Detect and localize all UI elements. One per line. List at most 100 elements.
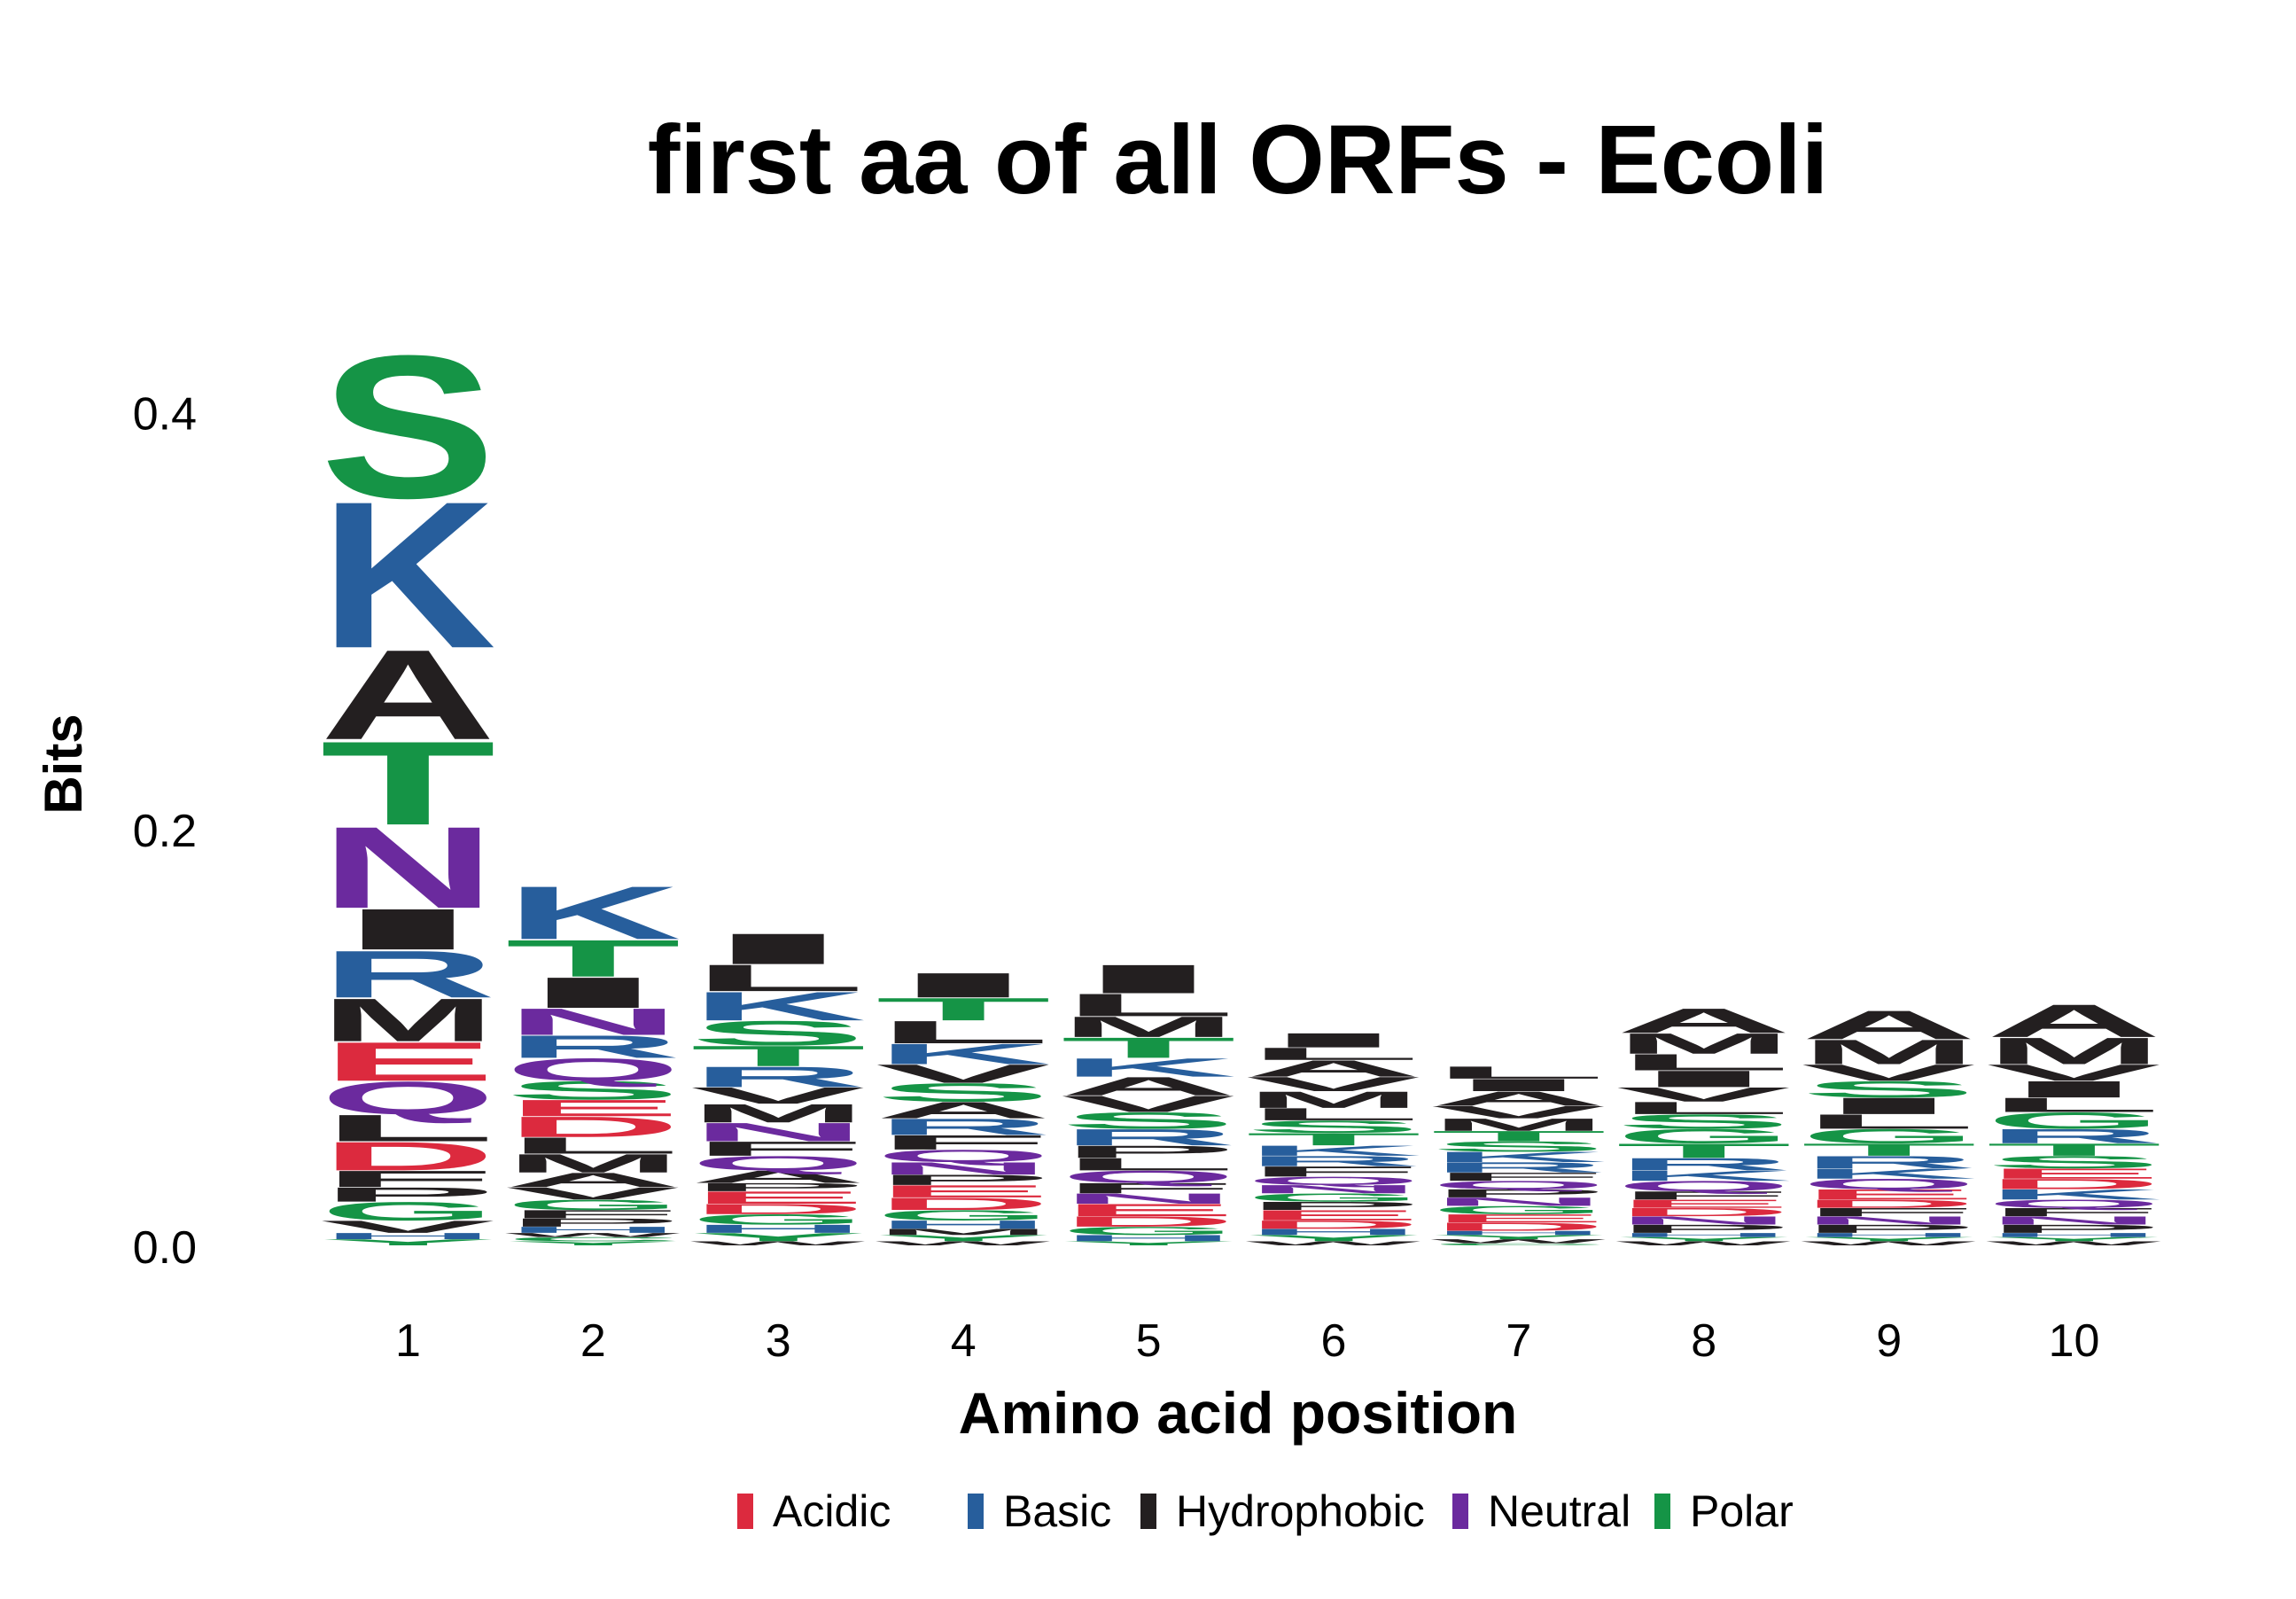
logo-letter: A [1986, 994, 2161, 1047]
logo-letter: M [1431, 1115, 1607, 1135]
logo-letter: T [320, 716, 495, 850]
logo-letter: W [1986, 1240, 2161, 1246]
logo-letter: S [1246, 1117, 1421, 1136]
x-tick-label: 8 [1691, 1315, 1716, 1367]
logo-letter: F [1986, 1205, 2161, 1219]
logo-letter: H [320, 1231, 495, 1241]
logo-letter: N [320, 802, 495, 932]
logo-letter: L [876, 1014, 1051, 1049]
legend-label: Hydrophobic [1176, 1486, 1425, 1536]
logo-letter: V [1431, 1103, 1607, 1122]
logo-letter: D [690, 1201, 866, 1217]
logo-letter: L [1801, 1111, 1976, 1134]
logo-letter: Q [320, 1072, 495, 1125]
logo-letter: N [505, 1001, 681, 1043]
logo-letter: M [1801, 1033, 1976, 1072]
logo-letter: W [690, 1240, 866, 1246]
logo-letter: H [690, 1222, 866, 1236]
logo-letter: S [505, 1076, 681, 1105]
logo-letter: G [1246, 1191, 1421, 1205]
logo-letter: S [1061, 1108, 1236, 1134]
logo-letter: T [1061, 1032, 1236, 1065]
logo-letter: E [1246, 1207, 1421, 1223]
logo-letter: H [1431, 1229, 1607, 1236]
logo-letter: F [690, 1137, 866, 1160]
logo-letter: Q [1616, 1178, 1792, 1194]
logo-letter: I [1246, 1029, 1421, 1052]
logo-letter: W [1246, 1240, 1421, 1246]
logo-letter: R [690, 1061, 866, 1094]
x-tick-label: 6 [1320, 1315, 1346, 1367]
logo-letter: A [1801, 1002, 1976, 1048]
logo-letter: Q [690, 1152, 866, 1175]
logo-letter: H [876, 1218, 1051, 1231]
logo-letter: Y [876, 1233, 1051, 1243]
y-ticks: 0.0 0.2 0.4 [133, 389, 197, 1274]
logo-letter: T [690, 1040, 866, 1072]
logo-letter: Y [690, 1230, 866, 1244]
logo-letter: D [1801, 1197, 1976, 1211]
logo-letter: K [1986, 1187, 2161, 1203]
logo-letter: F [1246, 1164, 1421, 1180]
logo-letter: V [876, 1059, 1051, 1088]
logo-letter: S [1801, 1076, 1976, 1102]
x-tick-label: 9 [1876, 1315, 1902, 1367]
logo-letter: E [1616, 1197, 1792, 1211]
logo-letter: L [1986, 1094, 2161, 1117]
logo-letter: L [1616, 1098, 1792, 1118]
logo-letter: I [1431, 1075, 1607, 1095]
x-tick-label: 3 [766, 1315, 791, 1367]
logo-letter: C [505, 1236, 681, 1242]
logo-letter: A [320, 623, 495, 767]
logo-letter: G [876, 1207, 1051, 1223]
logo-letter: F [1616, 1189, 1792, 1202]
logo-letter: E [1986, 1166, 2161, 1182]
logo-letter: V [1986, 1060, 2161, 1086]
logo-letter: R [1616, 1155, 1792, 1174]
logo-letter: V [690, 1082, 866, 1108]
x-tick-label: 5 [1136, 1315, 1162, 1367]
logo-letter: E [876, 1182, 1051, 1201]
logo-letter: L [1061, 1155, 1236, 1174]
logo-letter: D [1431, 1221, 1607, 1234]
logo-letter: P [1616, 1222, 1792, 1236]
legend-swatch [1140, 1494, 1156, 1529]
logo-letter: S [690, 1014, 866, 1053]
logo-letter: R [320, 937, 495, 1011]
logo-letter: G [1986, 1108, 2161, 1134]
legend-swatch [968, 1494, 984, 1529]
legend-label: Polar [1690, 1486, 1794, 1536]
logo-letter: R [876, 1114, 1051, 1140]
x-tick-label: 4 [951, 1315, 977, 1367]
logo-letter: K [320, 458, 495, 692]
logo-letter: P [1986, 1222, 2161, 1236]
logo-letter: S [320, 313, 495, 541]
logo-letter: Y [1801, 1236, 1976, 1242]
y-tick-label: 0.0 [133, 1222, 197, 1274]
logo-letter: A [505, 1168, 681, 1191]
logo-letter: S [1431, 1138, 1607, 1154]
logo-letter: P [876, 1172, 1051, 1188]
logo-letter: L [690, 957, 866, 1000]
logo-letter: T [1801, 1140, 1976, 1159]
logo-letter: F [1431, 1170, 1607, 1183]
logo-letter: R [1801, 1152, 1976, 1172]
chart-title: first aa of all ORFs - Ecoli [648, 105, 1829, 214]
logo-letter: V [1061, 1091, 1236, 1117]
logo-letter: I [690, 924, 866, 973]
logo-letter: P [690, 1181, 866, 1194]
logo-letter: S [1616, 1111, 1792, 1134]
logo-letter: P [505, 1216, 681, 1229]
logo-letter: R [1431, 1159, 1607, 1175]
logo-letter: T [1246, 1129, 1421, 1149]
logo-letter: M [690, 1098, 866, 1127]
logo-letter: Y [1986, 1236, 2161, 1242]
logo-letter: P [320, 1183, 495, 1206]
logo-letter: D [1246, 1218, 1421, 1231]
logo-letter: D [505, 1111, 681, 1143]
logo-letter: V [320, 1217, 495, 1236]
legend-swatch [1654, 1494, 1670, 1529]
logo-letter: M [1616, 1027, 1792, 1060]
logo-letter: K [876, 1038, 1051, 1071]
logo-letter: F [876, 1131, 1051, 1154]
